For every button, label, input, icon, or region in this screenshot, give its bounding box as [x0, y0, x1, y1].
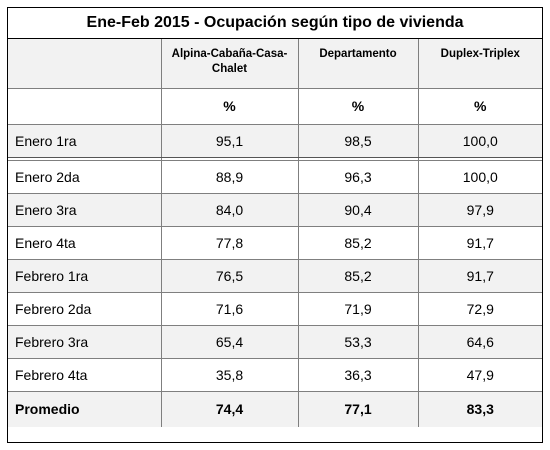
cell-value: 88,9 [160, 159, 299, 194]
row-label: Enero 3ra [8, 192, 162, 227]
unit-cell-1: % [160, 87, 299, 125]
cell-value: 71,6 [160, 291, 299, 326]
row-label: Febrero 3ra [8, 324, 162, 359]
cell-value: 97,9 [417, 192, 543, 227]
header-alpina-line2: Chalet [211, 62, 248, 75]
cell-value: 98,5 [297, 123, 419, 158]
table-row: Enero 4ta 77,8 85,2 91,7 [8, 225, 543, 260]
table-row: Enero 3ra 84,0 90,4 97,9 [8, 192, 543, 227]
average-value: 77,1 [297, 390, 419, 427]
table-row: Febrero 3ra 65,4 53,3 64,6 [8, 324, 543, 359]
cell-value: 100,0 [417, 159, 543, 194]
average-row: Promedio 74,4 77,1 83,3 [8, 390, 543, 427]
cell-value: 85,2 [297, 225, 419, 260]
cell-value: 91,7 [417, 225, 543, 260]
cell-value: 65,4 [160, 324, 299, 359]
row-label: Febrero 1ra [8, 258, 162, 293]
table-row: Febrero 1ra 76,5 85,2 91,7 [8, 258, 543, 293]
header-departamento: Departamento [297, 37, 419, 89]
cell-value: 36,3 [297, 357, 419, 392]
unit-empty-cell [8, 87, 162, 125]
row-label: Febrero 4ta [8, 357, 162, 392]
cell-value: 47,9 [417, 357, 543, 392]
cell-value: 95,1 [160, 123, 299, 158]
table-title: Ene-Feb 2015 - Ocupación según tipo de v… [8, 8, 543, 39]
occupancy-table: Ene-Feb 2015 - Ocupación según tipo de v… [8, 8, 543, 427]
average-value: 83,3 [417, 390, 543, 427]
header-alpina-cabana: Alpina-Cabaña-Casa- Chalet [160, 37, 299, 89]
header-empty-cell [8, 37, 162, 89]
cell-value: 76,5 [160, 258, 299, 293]
cell-value: 100,0 [417, 123, 543, 158]
header-alpina-line1: Alpina-Cabaña-Casa- [171, 47, 288, 60]
cell-value: 85,2 [297, 258, 419, 293]
cell-value: 84,0 [160, 192, 299, 227]
header-duplex-triplex: Duplex-Triplex [417, 37, 543, 89]
row-label: Enero 4ta [8, 225, 162, 260]
table-row: Enero 2da 88,9 96,3 100,0 [8, 159, 543, 194]
cell-value: 64,6 [417, 324, 543, 359]
row-label: Enero 2da [8, 159, 162, 194]
table-row: Febrero 4ta 35,8 36,3 47,9 [8, 357, 543, 392]
cell-value: 71,9 [297, 291, 419, 326]
cell-value: 72,9 [417, 291, 543, 326]
table-row: Enero 1ra 95,1 98,5 100,0 [8, 123, 543, 158]
occupancy-table-frame: Ene-Feb 2015 - Ocupación según tipo de v… [7, 7, 543, 443]
table-row: Febrero 2da 71,6 71,9 72,9 [8, 291, 543, 326]
cell-value: 90,4 [297, 192, 419, 227]
cell-value: 35,8 [160, 357, 299, 392]
cell-value: 96,3 [297, 159, 419, 194]
cell-value: 77,8 [160, 225, 299, 260]
average-value: 74,4 [160, 390, 299, 427]
unit-cell-2: % [297, 87, 419, 125]
unit-cell-3: % [417, 87, 543, 125]
row-label: Enero 1ra [8, 123, 162, 158]
cell-value: 91,7 [417, 258, 543, 293]
row-label: Febrero 2da [8, 291, 162, 326]
average-label: Promedio [8, 390, 162, 427]
cell-value: 53,3 [297, 324, 419, 359]
